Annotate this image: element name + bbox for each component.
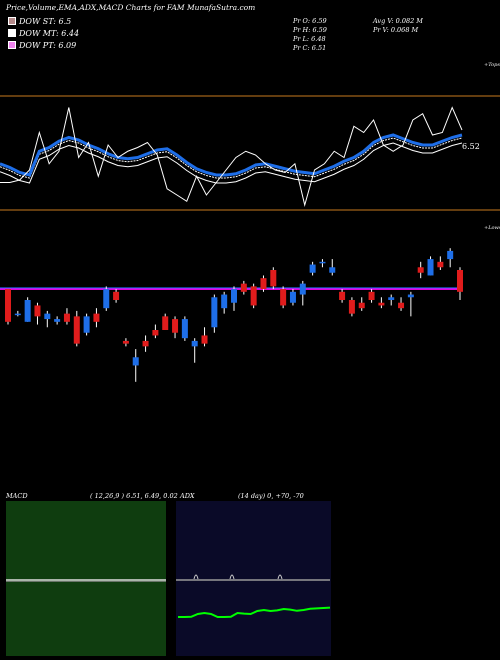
candle-bear: [398, 302, 405, 309]
dow-mt-legend: DOW MT: 6.44: [8, 29, 79, 38]
pr-high: Pr H: 6.59: [293, 26, 327, 34]
avg-volume: Avg V: 0.082 M: [373, 17, 423, 25]
candle-bull: [221, 294, 228, 309]
adx-params: (14 day) 0, +70, -70: [238, 492, 304, 500]
candle-bull: [407, 294, 414, 298]
candle-bull: [54, 319, 61, 322]
candle-bear: [142, 340, 149, 347]
mt-swatch: [8, 29, 16, 37]
pr-close: Pr C: 6.51: [293, 44, 327, 52]
macd-panel-bg: [6, 501, 166, 656]
tops-label: +Tops: [484, 62, 500, 68]
candle-bull: [231, 289, 237, 303]
candle-bear: [260, 278, 267, 290]
pr-volume: Pr V: 0.068 M: [373, 26, 419, 34]
candle-bull: [44, 313, 51, 320]
candle-bull: [447, 250, 454, 260]
candle-bull: [388, 297, 395, 300]
adx-panel-bg: [176, 501, 331, 656]
candle-bull: [132, 357, 139, 366]
candle-bear: [63, 313, 70, 322]
candle-bear: [280, 289, 287, 306]
pt-swatch: [8, 41, 16, 49]
candle-bear: [339, 291, 346, 300]
candle-bull: [309, 264, 316, 273]
macd-title: MACD: [6, 492, 28, 500]
dow-pt-legend: DOW PT: 6.09: [8, 41, 76, 50]
candle-bear: [378, 302, 385, 306]
candle-bull: [299, 283, 306, 295]
adx-line: [178, 606, 331, 618]
candle-bear: [152, 330, 159, 336]
candle-bull: [211, 297, 218, 328]
candle-bear: [270, 270, 277, 287]
candle-bear: [34, 305, 41, 317]
candle-bear: [201, 335, 208, 344]
candle-bear: [93, 313, 100, 322]
macd-params: ( 12,26,9 ) 6.51, 6.49, 0.02: [90, 492, 178, 500]
adx-spike: [229, 574, 235, 580]
candle-bull: [103, 289, 110, 309]
candle-bear: [457, 270, 463, 292]
ema-short-line: [0, 133, 463, 177]
candle-bull: [319, 261, 326, 264]
candle-bear: [5, 289, 11, 322]
adx-title: ADX: [180, 492, 195, 500]
pr-open: Pr O: 6.59: [293, 17, 327, 25]
adx-spike: [193, 574, 199, 580]
price-label-right: 6.52: [462, 142, 480, 151]
candle-bull: [191, 340, 198, 347]
candle-bear: [113, 291, 120, 300]
dow-pt-label: DOW PT: 6.09: [19, 41, 77, 50]
candle-bear: [358, 302, 365, 309]
candle-bear: [437, 261, 444, 268]
lows-label: +Lows: [484, 225, 500, 231]
dow-st-label: DOW ST: 6.5: [19, 17, 72, 26]
st-swatch: [8, 17, 16, 25]
candle-bull: [24, 300, 31, 322]
candle-bear: [250, 286, 257, 306]
candle-bear: [122, 340, 129, 344]
dow-mt-label: DOW MT: 6.44: [19, 29, 80, 38]
page-title: Price,Volume,EMA,ADX,MACD Charts for FAM…: [6, 3, 256, 12]
candle-bull: [83, 316, 90, 333]
ema-mid-line: [0, 137, 463, 179]
candle-bear: [172, 319, 179, 333]
candle-bear: [417, 267, 424, 273]
candle-bear: [348, 300, 355, 314]
candle-bull: [14, 313, 21, 316]
oscillator-line: [0, 106, 463, 207]
candle-bull: [427, 259, 434, 276]
pr-low: Pr L: 6.48: [293, 35, 326, 43]
dow-st-legend: DOW ST: 6.5: [8, 17, 71, 26]
candle-bear: [368, 291, 375, 300]
candle-bear: [73, 316, 80, 344]
candle-bear: [240, 283, 247, 292]
candle-bull: [181, 319, 188, 339]
candle-bull: [289, 291, 296, 303]
candle-bull: [329, 267, 336, 273]
adx-spike: [277, 574, 283, 580]
candle-bear: [162, 316, 169, 330]
